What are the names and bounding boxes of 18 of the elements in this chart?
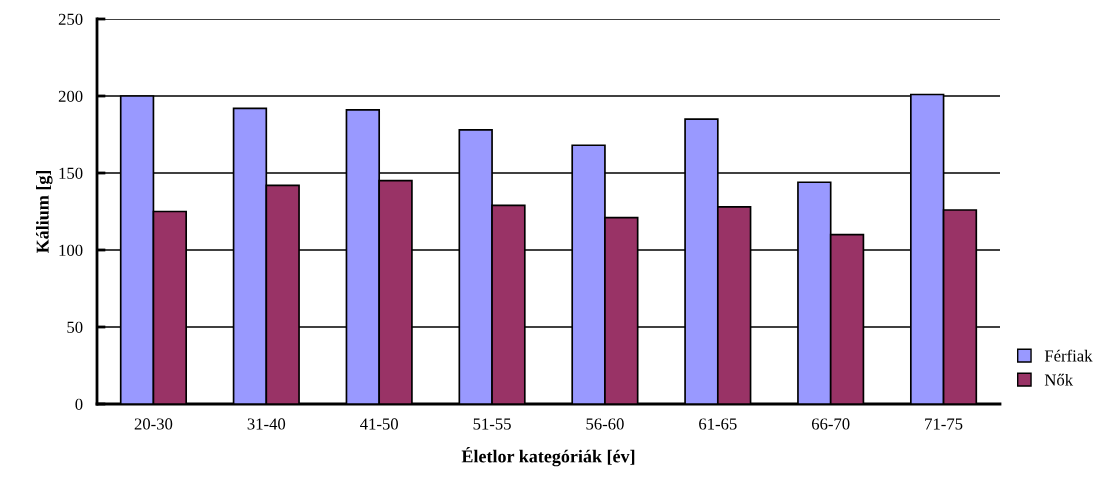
x-tick-label: 51-55 [473, 418, 511, 430]
legend-label: Férfiak [1044, 349, 1093, 362]
x-tick-label: 61-65 [699, 418, 737, 430]
y-tick-label: 0 [75, 398, 83, 410]
y-tick-label: 150 [59, 167, 83, 179]
x-tick-label: 66-70 [811, 418, 850, 430]
legend-label: Nők [1044, 373, 1074, 386]
x-tick-label: 41-50 [360, 418, 398, 430]
x-tick-label: 71-75 [925, 418, 963, 430]
y-tick-label: 50 [67, 321, 83, 333]
x-axis-title: Életlor kategóriák [év] [461, 446, 635, 467]
y-tick-label: 250 [58, 13, 83, 25]
y-axis-title: Kálium [g] [36, 170, 53, 254]
x-tick-label: 31-40 [247, 418, 286, 430]
y-tick-label: 200 [58, 90, 83, 102]
x-tick-label: 20-30 [134, 418, 173, 430]
x-tick-label: 56-60 [586, 418, 624, 430]
y-tick-label: 100 [59, 244, 83, 256]
